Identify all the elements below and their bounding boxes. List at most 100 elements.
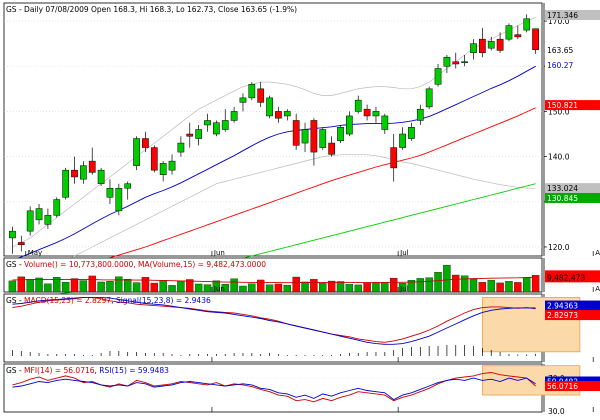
- price-ytick-label-5: 170.0: [548, 17, 570, 26]
- volume-bar: [505, 281, 513, 293]
- lower-band-line: [12, 153, 536, 270]
- volume-bar: [150, 282, 158, 293]
- volume-label-1: 9,482,473: [547, 273, 585, 282]
- volume-bar: [487, 279, 495, 293]
- volume-bar: [203, 284, 212, 293]
- volume-bar: [390, 277, 398, 293]
- candle: [310, 120, 318, 153]
- volume-bar: [372, 282, 380, 293]
- candle: [257, 88, 265, 103]
- volume-bar: [336, 281, 345, 293]
- volume-bar: [283, 285, 291, 293]
- mfi-title: GS - MFI(14) = 56.0716, RSI(15) = 59.948…: [6, 366, 169, 375]
- macd-title-part-3: Signal(15,23,8) = 2.9436: [116, 296, 211, 305]
- macd-title: GS - MACD(15,23) = 2.8297, Signal(15,23,…: [6, 296, 211, 305]
- mfi-title-part-3: RSI(15) = 59.9483: [99, 366, 169, 375]
- volume-bar: [416, 278, 424, 293]
- mfi-label-1-bg: [545, 381, 600, 392]
- candle: [443, 56, 451, 67]
- volume-month-label-0: Jun: [213, 285, 225, 293]
- candle: [425, 88, 433, 108]
- mfi-frame: [3, 363, 543, 413]
- macd-title-part-0: GS -: [6, 296, 24, 305]
- volume-bar: [514, 282, 522, 293]
- volume-panel: Jun Jul August GS - Volume() = 10,773,800.0…: [3, 257, 600, 293]
- volume-bar: [159, 280, 167, 293]
- volume-bar: [239, 285, 247, 293]
- candle: [44, 215, 52, 225]
- candle: [239, 97, 247, 103]
- volume-bar: [310, 279, 318, 293]
- mfi-rsi-panel: 70.0GS - MFI(14) = 56.0716, RSI(15) = 59…: [3, 363, 600, 416]
- mfi-bottom-label: 30.0: [548, 407, 565, 416]
- candle: [328, 142, 335, 155]
- candle: [434, 68, 442, 85]
- candle: [26, 210, 34, 232]
- volume-bar: [434, 272, 442, 293]
- candle: [115, 187, 123, 212]
- candle: [9, 230, 16, 239]
- price-month-label-3: August: [595, 249, 600, 257]
- volume-bar: [381, 281, 389, 293]
- candle: [390, 147, 398, 169]
- volume-month-label-2: August: [595, 285, 600, 293]
- volume-bar: [274, 283, 283, 293]
- price-label-3: 150.821: [547, 101, 578, 110]
- volume-bar: [124, 279, 132, 293]
- candle: [470, 43, 477, 53]
- volume-bar: [132, 282, 141, 293]
- volume-title-part-1: Volume() = 10,773,800.0000, MA(Volume,15…: [24, 260, 266, 269]
- volume-title: GS - Volume() = 10,773,800.0000, MA(Volu…: [6, 260, 266, 269]
- price-ytick-label-0: 120.0: [548, 243, 570, 252]
- candle: [80, 165, 87, 180]
- price-label-5-bg: [545, 192, 600, 203]
- volume-title-part-0: GS -: [6, 260, 24, 269]
- candle: [292, 120, 300, 146]
- price-label-4: 133.024: [547, 184, 578, 193]
- candle: [230, 111, 238, 121]
- macd-title-part-1: MACD(15,23) = 2.8297: [24, 296, 111, 305]
- upper-band-line: [12, 17, 536, 248]
- price-frame: [3, 2, 543, 257]
- price-label-3-bg: [545, 100, 600, 111]
- candle: [275, 111, 282, 119]
- price-month-label-2: Jul: [399, 249, 409, 257]
- volume-bar: [345, 284, 354, 293]
- candle: [62, 169, 69, 198]
- volume-bar: [523, 277, 531, 293]
- candle: [496, 38, 504, 51]
- volume-bar: [17, 276, 25, 293]
- volume-label-1-bg: [545, 272, 600, 283]
- volume-bar: [354, 284, 362, 293]
- candle: [408, 126, 415, 139]
- candle: [372, 111, 380, 117]
- price-ytick-label-3: 150.0: [548, 107, 570, 116]
- volume-bar: [35, 277, 43, 293]
- candle: [354, 99, 362, 112]
- candle: [487, 41, 495, 49]
- volume-bar: [88, 275, 96, 293]
- volume-bar: [327, 280, 336, 293]
- price-month-label-1: Jun: [213, 249, 225, 257]
- candle: [142, 138, 149, 148]
- candle: [168, 160, 176, 171]
- volume-bar: [106, 281, 114, 293]
- volume-bar: [168, 285, 176, 293]
- candle: [88, 160, 96, 173]
- candle: [399, 133, 406, 148]
- volume-bar: [230, 278, 238, 293]
- volume-bar: [177, 281, 185, 293]
- candle: [35, 208, 43, 221]
- candle: [363, 108, 371, 117]
- candle: [97, 169, 105, 184]
- candle: [346, 115, 353, 135]
- volume-bar: [70, 278, 79, 293]
- mfi-line-rsi: [12, 377, 536, 401]
- macd-panel: GS - MACD(15,23) = 2.8297, Signal(15,23,…: [3, 293, 600, 363]
- candle: [452, 61, 460, 65]
- candle: [17, 242, 25, 245]
- candle: [204, 120, 211, 126]
- volume-bar: [115, 276, 123, 293]
- mfi-label-1: 56.0716: [547, 382, 578, 391]
